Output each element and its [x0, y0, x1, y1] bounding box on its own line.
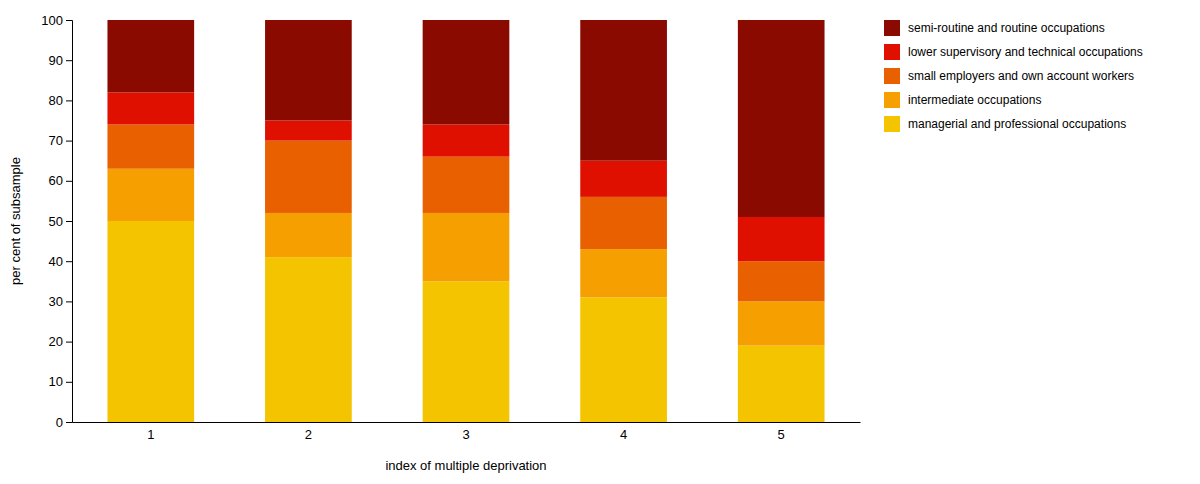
tick: 10 [49, 374, 72, 389]
bars [107, 20, 824, 422]
axis-line [66, 21, 73, 423]
axis-line [73, 422, 861, 423]
legend-label: small employers and own account workers [908, 69, 1134, 83]
bar [580, 297, 667, 422]
tick: 2 [305, 427, 312, 442]
bar [107, 125, 194, 169]
bar [423, 213, 510, 281]
legend-item: managerial and professional occupations [884, 116, 1126, 132]
tick-mark [66, 261, 72, 262]
tick-mark [66, 301, 72, 302]
bar [107, 92, 194, 124]
bar [423, 20, 510, 125]
tick-mark [66, 20, 72, 21]
bar [423, 281, 510, 422]
series [107, 20, 824, 217]
tick-mark [66, 382, 72, 383]
tick-label: 4 [620, 427, 627, 442]
bar [265, 257, 352, 422]
tick-mark [66, 60, 72, 61]
bar [738, 301, 825, 345]
tick-mark [66, 181, 72, 182]
bar [265, 20, 352, 121]
tick-label: 60 [49, 173, 63, 188]
x-axis: 1 2 3 4 5 [73, 423, 861, 443]
legend-swatch [884, 68, 900, 84]
bar [107, 20, 194, 92]
tick: 90 [49, 53, 72, 68]
tick: 60 [49, 173, 72, 188]
tick: 40 [49, 254, 72, 269]
tick-label: 100 [41, 13, 63, 28]
tick-mark [66, 100, 72, 101]
tick-label: 40 [49, 254, 63, 269]
tick-label: 2 [305, 427, 312, 442]
bar [265, 141, 352, 213]
chart: 123450102030405060708090100index of mult… [0, 0, 1200, 484]
legend-item: small employers and own account workers [884, 68, 1134, 84]
tick-label: 90 [49, 53, 63, 68]
bar [107, 221, 194, 422]
y-axis-title: per cent of subsample [8, 157, 23, 285]
bar [107, 169, 194, 221]
plot: 123450102030405060708090100 [41, 13, 860, 443]
bar [738, 217, 825, 261]
bar [423, 157, 510, 213]
legend-swatch [884, 44, 900, 60]
tick-label: 80 [49, 93, 63, 108]
tick-label: 10 [49, 374, 63, 389]
series [107, 125, 824, 302]
x-axis-title: index of multiple deprivation [385, 458, 546, 473]
legend-label: semi-routine and routine occupations [908, 21, 1105, 35]
bar [423, 125, 510, 157]
tick-mark [66, 422, 72, 423]
tick-mark [66, 342, 72, 343]
tick: 80 [49, 93, 72, 108]
legend-label: lower supervisory and technical occupati… [908, 45, 1143, 59]
tick-label: 1 [147, 427, 154, 442]
legend-label: intermediate occupations [908, 93, 1041, 107]
tick: 5 [778, 427, 785, 442]
bar [738, 346, 825, 422]
tick: 4 [620, 427, 627, 442]
tick: 1 [147, 427, 154, 442]
bar [738, 20, 825, 217]
legend-item: lower supervisory and technical occupati… [884, 44, 1143, 60]
legend-item: intermediate occupations [884, 92, 1041, 108]
tick-label: 50 [49, 214, 63, 229]
legend-label: managerial and professional occupations [908, 117, 1126, 131]
y-axis: 0 10 20 30 40 50 60 70 80 90 100 [41, 13, 72, 430]
tick: 100 [41, 13, 72, 28]
tick-label: 0 [56, 415, 63, 430]
tick-label: 20 [49, 334, 63, 349]
tick-label: 5 [778, 427, 785, 442]
tick: 50 [49, 214, 72, 229]
bar [265, 121, 352, 141]
bar [265, 213, 352, 257]
tick-label: 3 [462, 427, 469, 442]
tick-mark [66, 221, 72, 222]
legend-swatch [884, 92, 900, 108]
bar [580, 161, 667, 197]
legend-item: semi-routine and routine occupations [884, 20, 1105, 36]
tick: 30 [49, 294, 72, 309]
bar [580, 197, 667, 249]
tick-label: 30 [49, 294, 63, 309]
bar [580, 249, 667, 297]
legend: semi-routine and routine occupations lowe… [884, 20, 1143, 132]
tick-label: 70 [49, 133, 63, 148]
legend-swatch [884, 116, 900, 132]
tick-mark [66, 141, 72, 142]
bar [580, 20, 667, 161]
tick: 20 [49, 334, 72, 349]
legend-swatch [884, 20, 900, 36]
tick: 3 [462, 427, 469, 442]
bar [738, 261, 825, 301]
tick: 70 [49, 133, 72, 148]
tick: 0 [56, 415, 72, 430]
